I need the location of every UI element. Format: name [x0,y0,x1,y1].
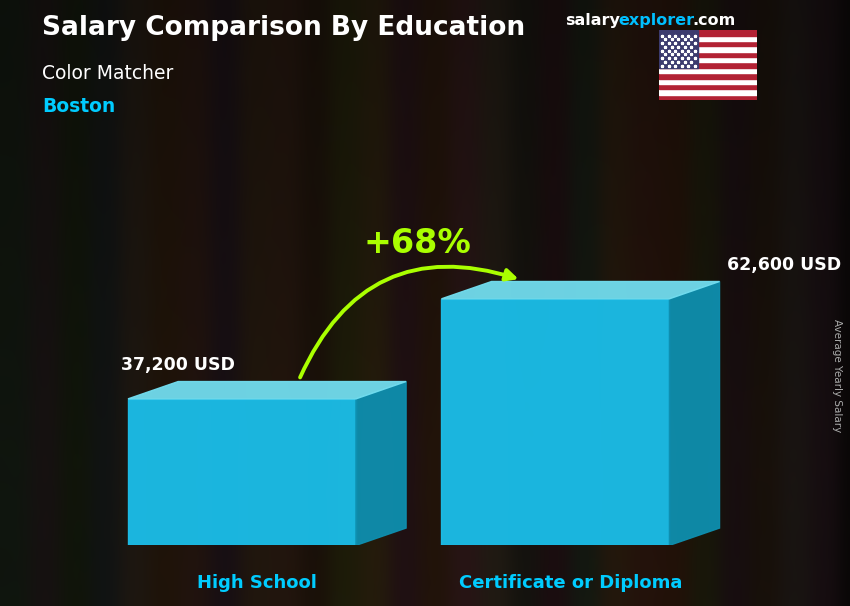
Text: .com: .com [693,13,736,28]
Bar [659,41,756,47]
Bar [659,57,756,62]
Bar [659,89,756,95]
Text: Certificate or Diploma: Certificate or Diploma [459,574,683,592]
Bar [659,52,756,57]
Bar [659,68,756,73]
Bar [659,30,698,68]
Polygon shape [670,281,720,545]
Text: High School: High School [197,574,317,592]
Polygon shape [356,382,406,545]
Bar [659,30,756,36]
Bar [659,84,756,89]
Text: Salary Comparison By Education: Salary Comparison By Education [42,15,525,41]
Bar [659,47,756,52]
Polygon shape [441,281,720,299]
Bar [659,62,756,68]
Text: 37,200 USD: 37,200 USD [121,356,235,374]
Polygon shape [128,382,406,399]
Bar [659,36,756,41]
Text: salary: salary [565,13,620,28]
Polygon shape [441,299,670,545]
Bar [659,79,756,84]
Bar [659,95,756,100]
Text: explorer: explorer [619,13,695,28]
Text: Average Yearly Salary: Average Yearly Salary [832,319,842,432]
Text: +68%: +68% [363,227,471,260]
Bar [659,73,756,79]
Text: Color Matcher: Color Matcher [42,64,174,82]
Text: 62,600 USD: 62,600 USD [727,256,841,274]
Text: Boston: Boston [42,97,116,116]
Polygon shape [128,399,356,545]
